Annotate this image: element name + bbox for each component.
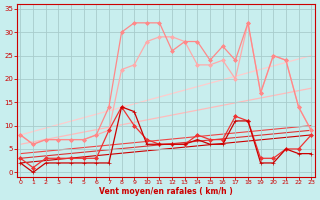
X-axis label: Vent moyen/en rafales ( km/h ): Vent moyen/en rafales ( km/h ): [99, 187, 233, 196]
